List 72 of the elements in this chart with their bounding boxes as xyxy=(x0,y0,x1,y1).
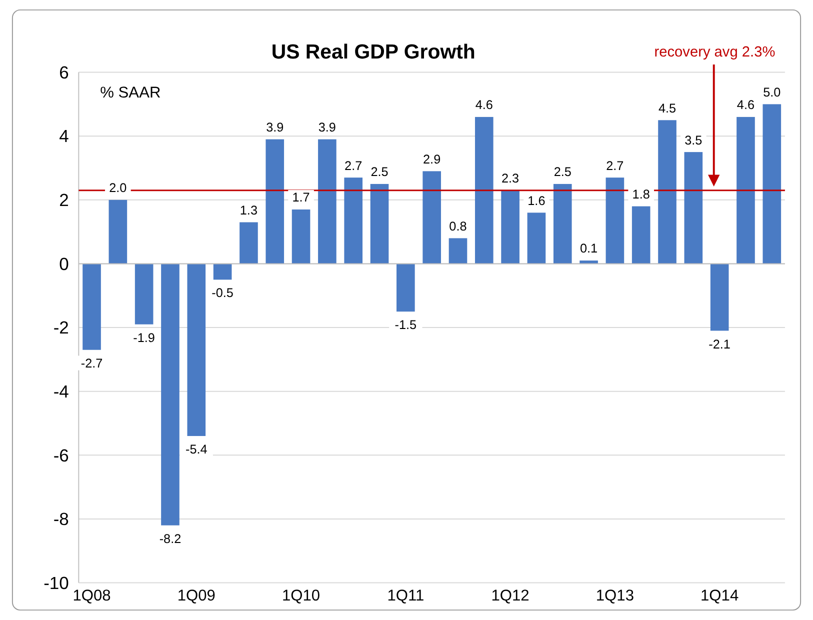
bar xyxy=(474,116,494,264)
bar xyxy=(318,139,336,264)
bar xyxy=(762,104,782,264)
x-tick-label: 1Q10 xyxy=(282,587,320,604)
data-label: -2.1 xyxy=(708,337,730,352)
y-tick-label: -6 xyxy=(53,445,69,466)
data-label: 2.0 xyxy=(109,181,127,196)
bar xyxy=(501,190,520,264)
x-tick-label: 1Q12 xyxy=(491,587,530,604)
data-label: 0.8 xyxy=(449,219,467,234)
data-label: 2.3 xyxy=(502,172,520,186)
data-label: -2.7 xyxy=(80,356,103,370)
data-label: 2.5 xyxy=(370,165,388,180)
bar xyxy=(187,264,206,436)
y-tick-label: 4 xyxy=(59,126,70,146)
bar xyxy=(134,264,154,324)
data-label: 1.8 xyxy=(632,188,650,202)
data-label: 2.7 xyxy=(606,158,624,173)
ref-line-label: recovery avg 2.3% xyxy=(654,44,776,61)
y-tick-label: -2 xyxy=(53,318,69,338)
data-label: 2.9 xyxy=(423,152,441,166)
bar xyxy=(527,212,546,264)
y-tick-label: -10 xyxy=(44,572,70,593)
data-label: 5.0 xyxy=(763,85,781,100)
data-label: 1.6 xyxy=(528,194,546,208)
bar xyxy=(344,178,363,264)
data-label: -5.4 xyxy=(185,442,208,457)
data-label: -1.9 xyxy=(133,330,155,345)
y-tick-label: -8 xyxy=(53,509,69,530)
y-tick-label: 0 xyxy=(59,254,70,274)
data-label: 3.9 xyxy=(318,120,336,135)
data-label: 0.1 xyxy=(580,242,598,256)
chart-title: US Real GDP Growth xyxy=(271,40,476,64)
data-label: -0.5 xyxy=(212,286,234,300)
x-tick-label: 1Q09 xyxy=(177,587,216,604)
bar xyxy=(606,178,624,264)
data-label: 1.3 xyxy=(240,203,258,218)
bar xyxy=(161,264,180,526)
x-tick-label: 1Q14 xyxy=(700,587,739,604)
x-tick-label: 1Q11 xyxy=(387,587,424,604)
bar xyxy=(658,120,676,264)
bar xyxy=(292,209,310,264)
data-label: -8.2 xyxy=(159,532,182,546)
bar xyxy=(422,171,441,264)
y-tick-label: 6 xyxy=(59,62,69,82)
bar xyxy=(108,200,128,264)
data-label: -1.5 xyxy=(394,318,417,332)
data-label: 3.9 xyxy=(266,120,284,135)
bar xyxy=(736,116,755,264)
bar xyxy=(370,184,389,264)
data-label: 2.5 xyxy=(554,165,572,180)
y-axis-title: % SAAR xyxy=(100,84,161,102)
x-tick-label: 1Q13 xyxy=(596,587,634,604)
bar xyxy=(82,264,101,350)
bar xyxy=(710,264,729,331)
bar xyxy=(632,206,650,264)
data-label: 4.6 xyxy=(736,98,755,112)
y-tick-label: 2 xyxy=(59,190,69,210)
data-label: 3.5 xyxy=(684,133,702,148)
bar xyxy=(240,222,258,264)
data-label: 4.5 xyxy=(658,101,676,116)
data-label: 1.7 xyxy=(292,190,310,205)
bar xyxy=(266,139,284,264)
bar xyxy=(448,238,468,264)
bar xyxy=(553,184,572,264)
data-label: 2.7 xyxy=(344,158,362,173)
data-label: 4.6 xyxy=(475,98,493,112)
bar xyxy=(684,152,703,264)
bar xyxy=(213,264,232,280)
y-tick-label: -4 xyxy=(53,381,70,402)
x-tick-label: 1Q08 xyxy=(72,587,111,604)
bar xyxy=(396,264,415,312)
